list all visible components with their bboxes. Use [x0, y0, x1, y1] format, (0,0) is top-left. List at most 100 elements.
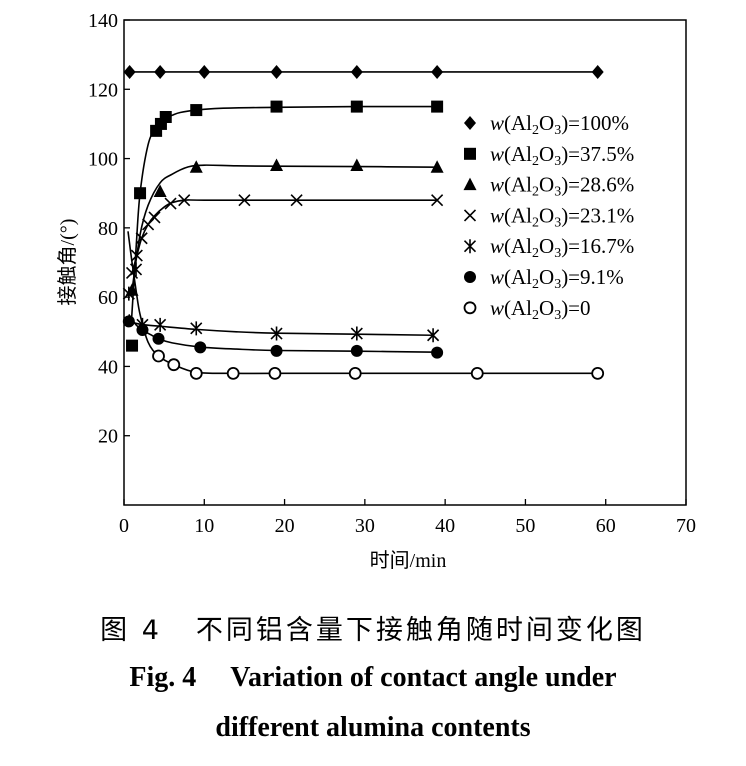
- figure-caption-english-line2: different alumina contents: [0, 712, 746, 744]
- series-2-point: [190, 104, 203, 117]
- series-2-point: [134, 187, 147, 200]
- series-4-point: [290, 194, 303, 207]
- series-5-point: [154, 317, 167, 332]
- series-2-point: [350, 100, 363, 113]
- plot-frame: [123, 19, 687, 506]
- y-tick-label: 80: [98, 218, 118, 240]
- series-4-point: [238, 194, 251, 207]
- x-axis-title: 时间/min: [370, 549, 447, 572]
- legend-marker: [464, 271, 476, 283]
- series-2-point: [431, 100, 444, 113]
- legend-label: w(Al2O3)=16.7%: [490, 234, 634, 261]
- series-4-point: [130, 249, 143, 262]
- fit-curve-3: [131, 164, 438, 291]
- legend-item-6: w(Al2O3)=9.1%: [464, 265, 624, 292]
- series-6-point: [350, 344, 363, 357]
- fit-curve-5: [128, 320, 434, 337]
- contact-angle-chart: 0 10 20 30 40 50 60 70 20 40 60 80 100 120 140 w(Al2O3…: [56, 10, 696, 572]
- series-1-point: [270, 64, 283, 79]
- legend-item-5: w(Al2O3)=16.7%: [463, 234, 634, 261]
- series-2-point: [159, 111, 172, 123]
- series-6-point: [194, 341, 207, 354]
- series-7-point: [591, 366, 605, 380]
- legend-label: w(Al2O3)=100%: [490, 111, 629, 138]
- series-5-point: [350, 326, 363, 341]
- x-tick-label: 40: [435, 515, 455, 537]
- series-2-point: [270, 100, 283, 113]
- series-2-point: [126, 339, 139, 352]
- series-7-point: [152, 349, 165, 363]
- caption-en-number: Fig. 4: [129, 662, 197, 693]
- x-tick-label: 10: [194, 515, 214, 537]
- series-4-point: [431, 194, 444, 207]
- series-7-point: [348, 366, 362, 380]
- x-tick-label: 0: [119, 515, 129, 537]
- fit-curve-2: [130, 105, 438, 325]
- series-1-point: [591, 64, 604, 79]
- series-7-point: [268, 366, 282, 380]
- series-6-point: [122, 315, 135, 328]
- legend-label: w(Al2O3)=9.1%: [490, 265, 624, 292]
- legend-marker: [464, 116, 476, 130]
- series-1-point: [431, 64, 444, 79]
- y-axis-title: 接触角/(°): [56, 219, 79, 306]
- series-5-point: [270, 326, 283, 341]
- legend-label: w(Al2O3)=0: [490, 296, 591, 323]
- series-6-point: [152, 332, 165, 345]
- series-1-point: [123, 64, 136, 79]
- caption-en-text-line2: different alumina contents: [215, 712, 531, 743]
- y-tick-label: 20: [98, 426, 118, 448]
- legend-marker: [463, 209, 477, 222]
- series-1-point: [154, 64, 167, 79]
- series-3-point: [153, 184, 167, 197]
- series-3-point: [430, 160, 444, 173]
- legend-item-4: w(Al2O3)=23.1%: [463, 203, 634, 231]
- series-7-point: [189, 366, 203, 380]
- series-7-point: [226, 366, 240, 380]
- x-tick-label: 60: [596, 515, 616, 537]
- figure-caption-english-line1: Fig. 4 Variation of contact angle under: [0, 662, 746, 694]
- y-tick-label: 100: [88, 149, 118, 171]
- series-4-point: [164, 197, 177, 210]
- x-tick-label: 20: [275, 515, 295, 537]
- legend-label: w(Al2O3)=23.1%: [490, 203, 634, 230]
- legend-item-2: w(Al2O3)=37.5%: [464, 142, 634, 169]
- legend-marker: [463, 239, 477, 254]
- legend-label: w(Al2O3)=37.5%: [490, 142, 634, 169]
- series-7-point: [470, 366, 484, 380]
- legend-marker: [464, 147, 476, 160]
- series-1-point: [198, 64, 211, 79]
- caption-cn-number: 图 4: [100, 615, 162, 646]
- series-6-point: [136, 324, 149, 337]
- legend-marker: [463, 177, 477, 191]
- legend-item-3: w(Al2O3)=28.6%: [463, 173, 634, 200]
- y-tick-label: 60: [98, 287, 118, 309]
- series-4-point: [135, 232, 148, 245]
- fit-curve-4: [131, 199, 438, 274]
- y-tick-label: 140: [88, 10, 118, 32]
- series-5-point: [190, 321, 203, 336]
- series-3-point: [270, 158, 284, 171]
- series-3-point: [189, 160, 203, 173]
- caption-en-text-line1: Variation of contact angle under: [230, 662, 617, 693]
- legend-label: w(Al2O3)=28.6%: [490, 173, 634, 200]
- x-tick-label: 70: [676, 515, 696, 537]
- legend-item-7: w(Al2O3)=0: [463, 296, 591, 323]
- caption-cn-text: 不同铝含量下接触角随时间变化图: [195, 615, 646, 646]
- series-1-point: [350, 64, 363, 79]
- figure-caption-chinese: 图 4 不同铝含量下接触角随时间变化图: [0, 608, 746, 647]
- x-tick-label: 30: [355, 515, 375, 537]
- y-tick-label: 40: [98, 356, 118, 378]
- series-5-point: [427, 328, 440, 343]
- series-6-point: [431, 346, 444, 359]
- legend-item-1: w(Al2O3)=100%: [464, 111, 629, 138]
- series-5-point: [122, 286, 135, 301]
- legend-marker: [463, 301, 477, 315]
- y-tick-label: 120: [88, 79, 118, 101]
- series-4-point: [178, 194, 191, 207]
- series-7-point: [167, 358, 181, 372]
- series-4-point: [148, 211, 161, 224]
- series-3-point: [350, 158, 364, 171]
- series-5-point: [129, 262, 143, 277]
- x-tick-label: 50: [515, 515, 535, 537]
